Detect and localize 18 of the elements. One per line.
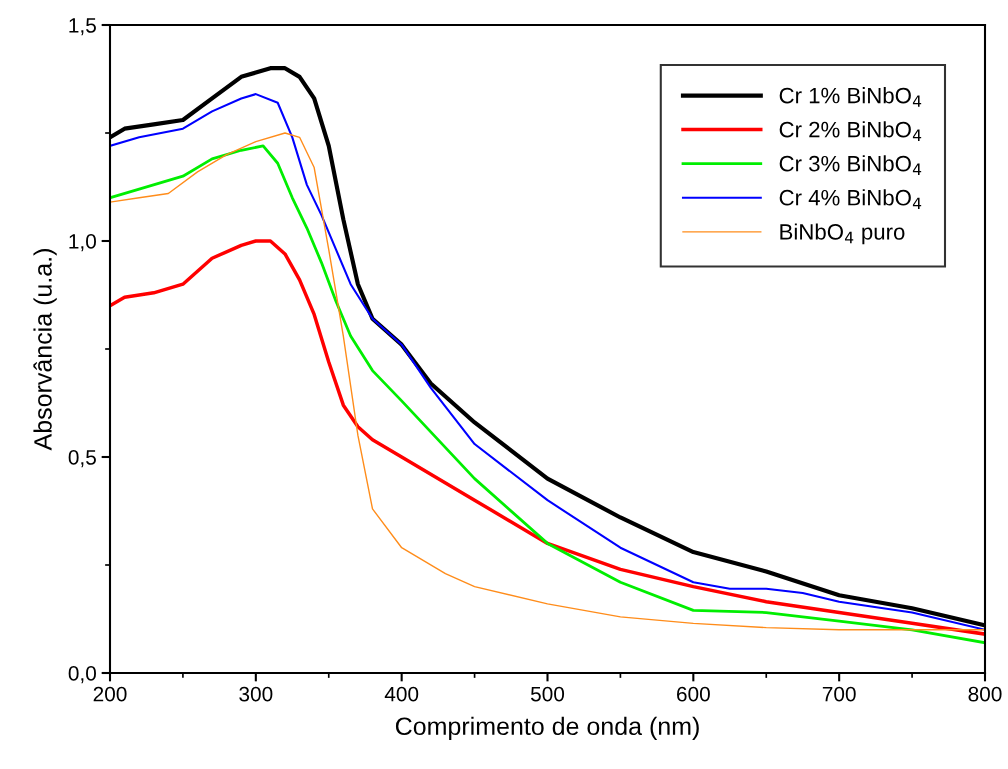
y-tick-label: 0,5 bbox=[68, 450, 96, 468]
y-tick-label: 1,5 bbox=[69, 18, 96, 36]
legend-label: Cr 2% BiNbO$_{4}$ bbox=[779, 121, 922, 141]
legend-label: Cr 4% BiNbO$_{4}$ bbox=[779, 189, 922, 209]
x-tick-label: 500 bbox=[530, 686, 565, 702]
y-axis-title: Absorvância (u.a.) bbox=[33, 249, 57, 451]
x-tick-label: 700 bbox=[822, 686, 856, 702]
y-tick-label: 1,0 bbox=[69, 234, 96, 252]
legend-label: BiNbO$_{4}$ puro bbox=[780, 223, 905, 245]
x-tick-label: 400 bbox=[384, 686, 419, 702]
x-axis-title: Comprimento de onda (nm) bbox=[395, 716, 699, 741]
x-tick-label: 300 bbox=[239, 686, 273, 702]
y-tick-label: 0,0 bbox=[68, 666, 96, 684]
x-tick-label: 600 bbox=[677, 686, 710, 702]
legend-label: Cr 3% BiNbO$_{4}$ bbox=[779, 155, 922, 175]
x-tick-label: 200 bbox=[93, 686, 127, 702]
legend-label: Cr 1% BiNbO$_{4}$ bbox=[779, 87, 922, 107]
x-tick-label: 800 bbox=[968, 686, 1002, 702]
